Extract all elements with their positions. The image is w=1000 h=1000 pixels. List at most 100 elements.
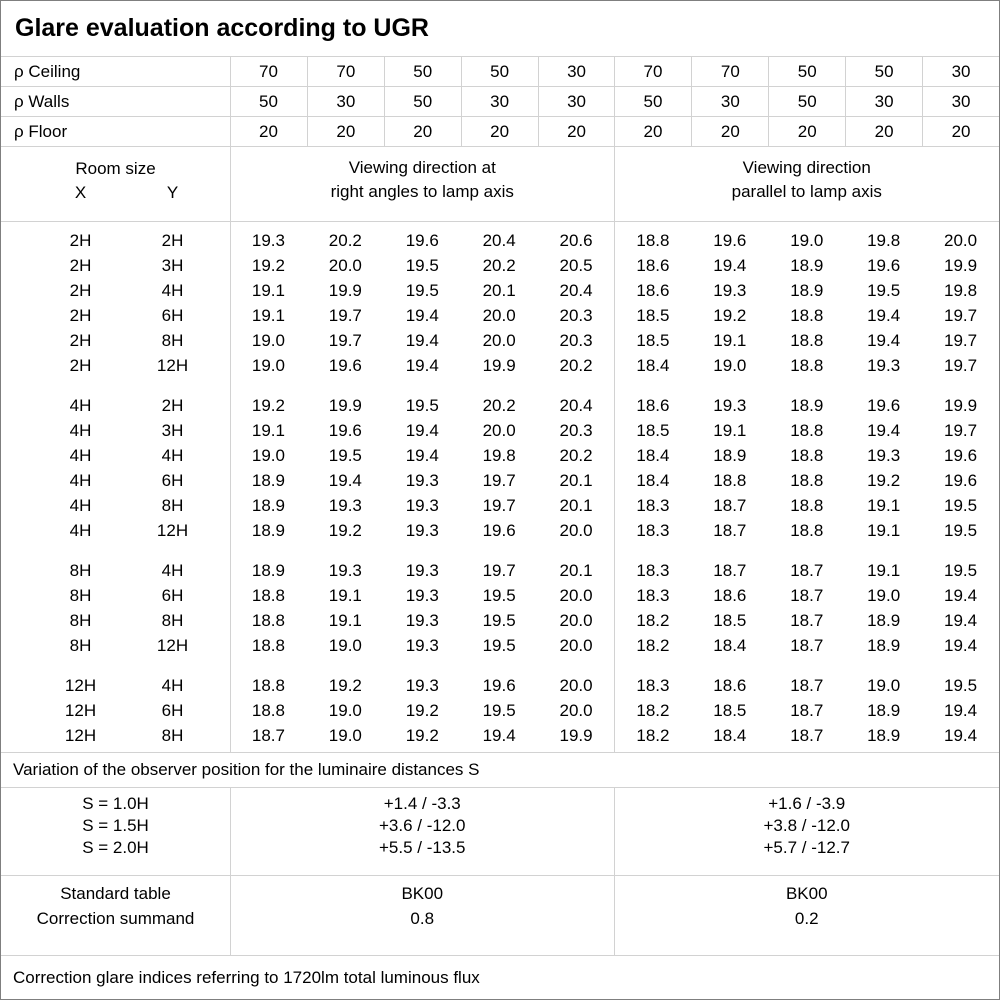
summary-label: Standard table [60, 884, 171, 903]
reflectance-label: ρ Walls [14, 92, 70, 111]
reflectance-value: 30 [691, 87, 768, 116]
reflectance-value: 50 [768, 87, 845, 116]
ugr-value-perpendicular: 20.1 [559, 561, 593, 580]
ugr-table-row: 2H 3H 19.2 20.0 19.5 20.2 20.5 18.6 19.4 18.9 19.6… [1, 253, 999, 278]
ugr-value-parallel: 18.4 [636, 446, 670, 465]
ugr-value-perpendicular: 19.1 [328, 586, 362, 605]
ugr-value-perpendicular: 20.4 [559, 281, 593, 300]
observer-variation-rows: S = 1.0H +1.4 / -3.3 +1.6 / -3.9 S = 1.5H +3… [1, 788, 999, 875]
ugr-value-parallel: 18.8 [713, 471, 747, 490]
room-size-y-label: Y [166, 183, 179, 202]
room-y-value: 4H [161, 676, 184, 695]
ugr-value-parallel: 19.4 [713, 256, 747, 275]
room-x-value: 2H [69, 356, 92, 375]
summary-rows: Standard table BK00 BK00 Correction summand… [1, 875, 999, 955]
ugr-value-parallel: 18.2 [636, 701, 670, 720]
ugr-value-parallel: 18.2 [636, 611, 670, 630]
ugr-value-parallel: 18.9 [790, 256, 824, 275]
page-title: Glare evaluation according to UGR [1, 1, 999, 57]
ugr-value-perpendicular: 18.8 [251, 636, 285, 655]
summary-parallel-value: BK00 [785, 884, 828, 903]
ugr-value-parallel: 19.0 [790, 231, 824, 250]
ugr-table-row: 8H 8H 18.8 19.1 19.3 19.5 20.0 18.2 18.5 18.7 18.9… [1, 608, 999, 633]
ugr-value-perpendicular: 19.3 [251, 231, 285, 250]
ugr-value-perpendicular: 18.9 [251, 521, 285, 540]
ugr-group: 4H 2H 19.2 19.9 19.5 20.2 20.4 18.6 19.3 18.9 19.6… [1, 393, 999, 543]
ugr-value-parallel: 18.3 [636, 561, 670, 580]
reflectance-value: 20 [258, 122, 278, 141]
summary-row: Standard table BK00 BK00 [1, 881, 999, 906]
ugr-value-parallel: 19.0 [867, 586, 901, 605]
ugr-value-parallel: 20.0 [944, 231, 978, 250]
luminaire-distance-label: S = 1.5H [82, 816, 149, 835]
ugr-value-perpendicular: 19.5 [405, 256, 439, 275]
ugr-value-perpendicular: 19.3 [405, 611, 439, 630]
ugr-value-perpendicular: 20.1 [559, 471, 593, 490]
ugr-value-perpendicular: 20.0 [559, 521, 593, 540]
ugr-value-parallel: 19.8 [944, 281, 978, 300]
ugr-value-parallel: 18.9 [867, 611, 901, 630]
ugr-value-parallel: 18.9 [867, 636, 901, 655]
divider-label-column-lower [230, 788, 231, 955]
ugr-value-parallel: 19.5 [944, 521, 978, 540]
room-x-value: 8H [69, 586, 92, 605]
variation-note: Variation of the observer position for t… [1, 752, 999, 788]
room-x-value: 8H [69, 561, 92, 580]
ugr-value-parallel: 19.9 [944, 256, 978, 275]
room-y-value: 8H [161, 726, 184, 745]
room-y-value: 6H [161, 701, 184, 720]
observer-variation-row: S = 1.5H +3.6 / -12.0 +3.8 / -12.0 [1, 815, 999, 837]
ugr-value-perpendicular: 19.2 [405, 726, 439, 745]
ugr-value-perpendicular: 20.0 [559, 676, 593, 695]
viewing-perpendicular-line2: right angles to lamp axis [330, 182, 514, 201]
room-x-value: 12H [64, 676, 97, 695]
reflectance-rows: ρ Ceiling 70 70 50 50 30 70 70 50 50 30 ρ Walls 50 30… [1, 57, 999, 147]
ugr-group: 12H 4H 18.8 19.2 19.3 19.6 20.0 18.3 18.6 18.7 19.… [1, 673, 999, 748]
ugr-value-parallel: 18.3 [636, 521, 670, 540]
ugr-table-row: 2H 6H 19.1 19.7 19.4 20.0 20.3 18.5 19.2 18.8 19.4… [1, 303, 999, 328]
ugr-value-parallel: 18.8 [790, 471, 824, 490]
ugr-table-row: 2H 12H 19.0 19.6 19.4 19.9 20.2 18.4 19.0 18.8 19.… [1, 353, 999, 378]
ugr-value-perpendicular: 20.0 [559, 611, 593, 630]
ugr-group: 2H 2H 19.3 20.2 19.6 20.4 20.6 18.8 19.6 19.0 19.8… [1, 228, 999, 378]
divider-viewing-halves [614, 57, 615, 752]
room-y-value: 8H [161, 611, 184, 630]
ugr-value-parallel: 19.1 [867, 521, 901, 540]
viewing-direction-perpendicular-header: Viewing direction at right angles to lam… [230, 147, 615, 221]
ugr-value-parallel: 18.5 [713, 701, 747, 720]
footer-note: Correction glare indices referring to 17… [1, 955, 999, 999]
reflectance-value: 20 [845, 117, 922, 146]
ugr-value-perpendicular: 19.3 [405, 496, 439, 515]
ugr-value-perpendicular: 20.2 [482, 256, 516, 275]
ugr-value-parallel: 19.3 [713, 281, 747, 300]
ugr-value-perpendicular: 19.5 [482, 701, 516, 720]
ugr-value-perpendicular: 18.7 [251, 726, 285, 745]
ugr-value-parallel: 19.4 [867, 331, 901, 350]
ugr-value-perpendicular: 19.0 [251, 446, 285, 465]
observer-variation-row: S = 1.0H +1.4 / -3.3 +1.6 / -3.9 [1, 793, 999, 815]
ugr-value-perpendicular: 19.5 [328, 446, 362, 465]
room-x-value: 4H [69, 446, 92, 465]
ugr-value-parallel: 18.9 [867, 726, 901, 745]
room-x-value: 2H [69, 306, 92, 325]
ugr-value-parallel: 18.6 [636, 281, 670, 300]
ugr-value-parallel: 19.2 [867, 471, 901, 490]
ugr-value-parallel: 18.2 [636, 636, 670, 655]
ugr-value-parallel: 18.6 [713, 586, 747, 605]
room-y-value: 6H [161, 586, 184, 605]
ugr-value-perpendicular: 19.3 [405, 586, 439, 605]
ugr-value-perpendicular: 20.2 [328, 231, 362, 250]
summary-row: Correction summand 0.8 0.2 [1, 906, 999, 931]
room-size-title: Room size [75, 159, 156, 178]
ugr-value-parallel: 19.0 [713, 356, 747, 375]
ugr-value-perpendicular: 19.4 [405, 421, 439, 440]
ugr-value-parallel: 18.7 [790, 726, 824, 745]
ugr-value-perpendicular: 19.4 [405, 446, 439, 465]
room-x-value: 2H [69, 231, 92, 250]
ugr-value-parallel: 18.9 [713, 446, 747, 465]
ugr-value-perpendicular: 19.0 [251, 331, 285, 350]
ugr-value-perpendicular: 20.2 [559, 356, 593, 375]
ugr-value-parallel: 18.9 [790, 281, 824, 300]
ugr-value-perpendicular: 19.9 [328, 281, 362, 300]
